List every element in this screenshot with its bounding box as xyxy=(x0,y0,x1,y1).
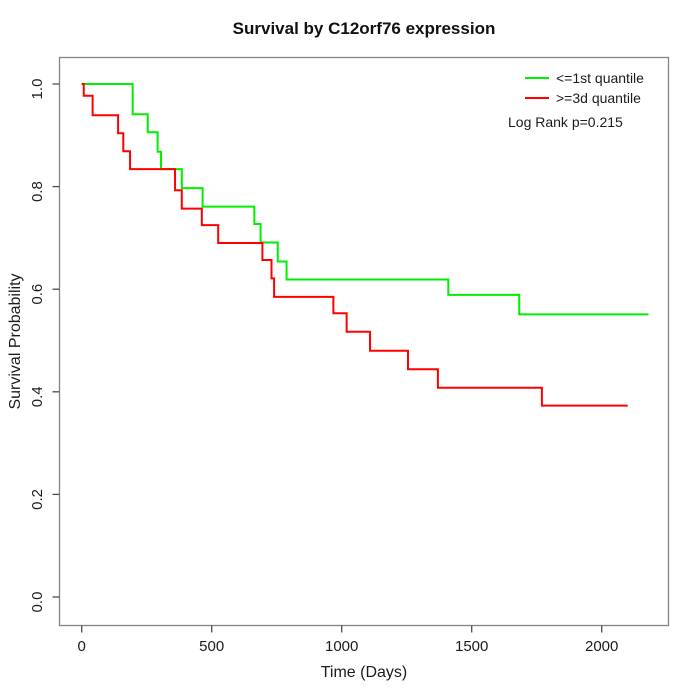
legend-label: <=1st quantile xyxy=(556,70,644,86)
chart-title: Survival by C12orf76 expression xyxy=(232,19,496,38)
survival-curve-low-expression xyxy=(81,83,649,316)
x-axis-tick-label: 1500 xyxy=(455,638,488,655)
x-axis-tick-label: 2000 xyxy=(585,638,618,655)
y-axis-title: Survival Probability xyxy=(7,273,24,409)
y-axis-tick-label: 0.8 xyxy=(29,181,46,202)
legend-label: >=3d quantile xyxy=(556,90,641,106)
x-axis-title: Time (Days) xyxy=(321,664,408,681)
x-axis-tick-label: 500 xyxy=(199,638,224,655)
y-axis-tick-label: 0.2 xyxy=(29,489,46,510)
survival-curve-high-expression xyxy=(81,83,628,407)
x-axis-tick-label: 0 xyxy=(78,638,86,655)
y-axis-tick-label: 0.4 xyxy=(29,386,46,407)
log-rank-annotation: Log Rank p=0.215 xyxy=(508,114,623,130)
y-axis-tick-label: 1.0 xyxy=(29,79,46,100)
plot-box xyxy=(58,56,670,627)
y-axis-tick-label: 0.6 xyxy=(29,284,46,305)
x-axis-tick-label: 1000 xyxy=(325,638,358,655)
y-axis-tick-label: 0.0 xyxy=(29,592,46,613)
